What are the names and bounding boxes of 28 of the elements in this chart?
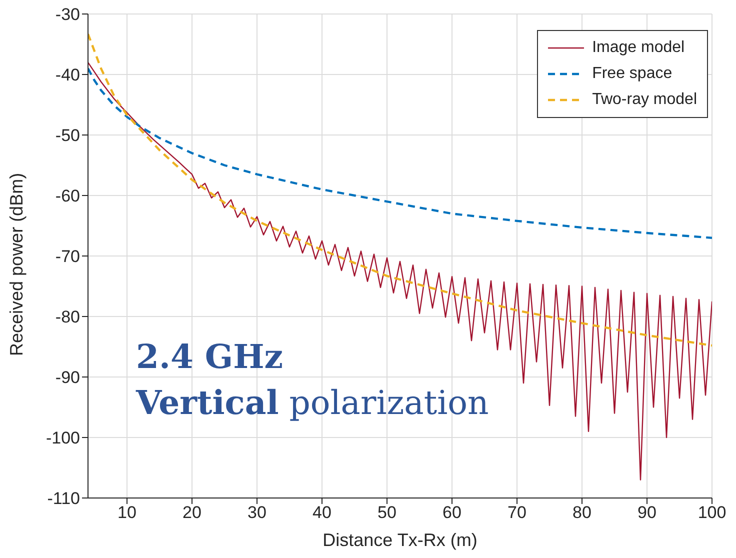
y-tick-label: -80 — [55, 308, 80, 327]
line-series — [88, 62, 712, 480]
x-tick-label: 50 — [378, 503, 396, 522]
x-axis-title: Distance Tx-Rx (m) — [322, 530, 478, 550]
x-tick-label: 40 — [312, 503, 332, 522]
x-tick-label: 70 — [508, 503, 526, 522]
x-tick-label: 90 — [638, 503, 656, 522]
x-tick-label: 80 — [572, 503, 592, 522]
x-tick-label: 100 — [698, 503, 726, 522]
legend-label: Image model — [592, 39, 685, 57]
y-tick-label: -30 — [55, 5, 80, 24]
y-tick-label: -110 — [47, 489, 80, 508]
x-tick-label: 20 — [182, 503, 202, 522]
y-tick-label: -90 — [55, 368, 80, 388]
x-tick-label: 30 — [248, 503, 266, 522]
y-tick-label: -100 — [46, 428, 80, 448]
annotation: Vertical polarization — [136, 382, 489, 424]
legend-label: Two-ray model — [592, 91, 697, 109]
y-tick-label: -70 — [55, 247, 80, 266]
legend-label: Free space — [592, 65, 672, 83]
x-tick-label: 60 — [442, 503, 462, 522]
line-series — [88, 67, 712, 239]
y-tick-label: -60 — [55, 186, 80, 206]
y-tick-label: -40 — [55, 66, 80, 85]
annotation: 2.4 GHz — [136, 336, 284, 378]
y-tick-label: -50 — [55, 126, 80, 146]
y-axis-title: Received power (dBm) — [6, 172, 26, 356]
x-tick-label: 10 — [118, 503, 136, 522]
